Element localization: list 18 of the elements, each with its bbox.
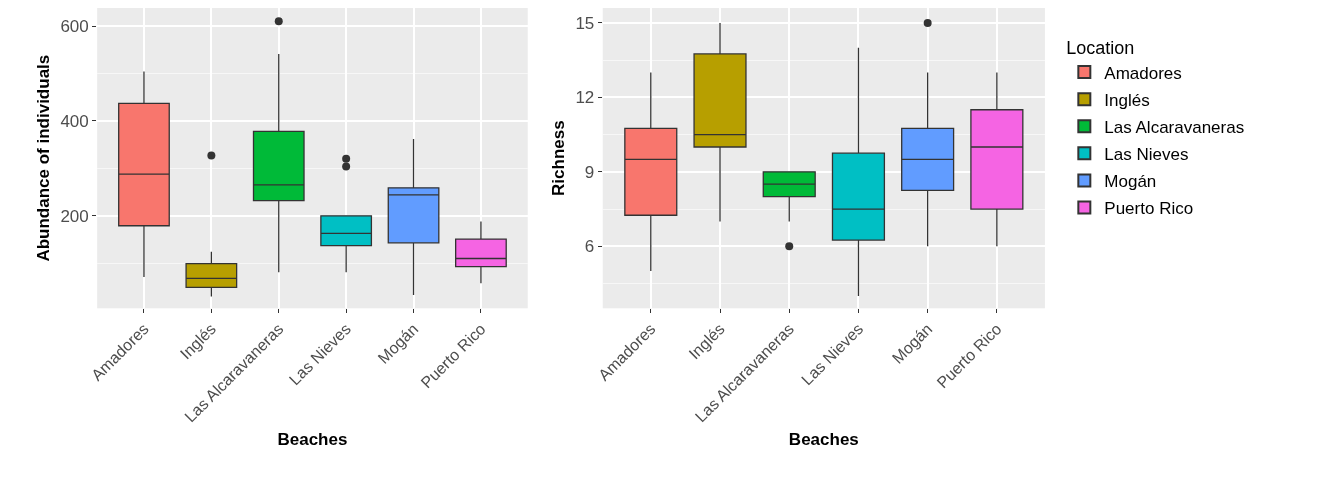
legend-label: Mogán — [1104, 172, 1157, 192]
y-tick-label: 15 — [575, 13, 595, 33]
y-tick-label: 600 — [60, 16, 89, 36]
x-axis-title: Beaches — [277, 429, 348, 449]
y-axis-title: Abundance of individuals — [33, 54, 53, 262]
y-axis-title: Richness — [548, 120, 568, 196]
legend-label: Las Alcaravaneras — [1104, 117, 1245, 137]
legend-label: Amadores — [1104, 63, 1182, 83]
legend-label: Las Nieves — [1104, 144, 1189, 164]
y-tick-label: 9 — [584, 162, 595, 182]
legend-label: Puerto Rico — [1104, 199, 1194, 219]
y-tick-label: 6 — [584, 237, 595, 257]
y-tick-label: 400 — [60, 111, 89, 131]
legend-label: Inglés — [1104, 90, 1150, 110]
y-tick-label: 200 — [60, 206, 89, 226]
x-axis-title: Beaches — [788, 429, 859, 449]
legend-title: Location — [1066, 38, 1135, 59]
y-tick-label: 12 — [575, 88, 595, 108]
